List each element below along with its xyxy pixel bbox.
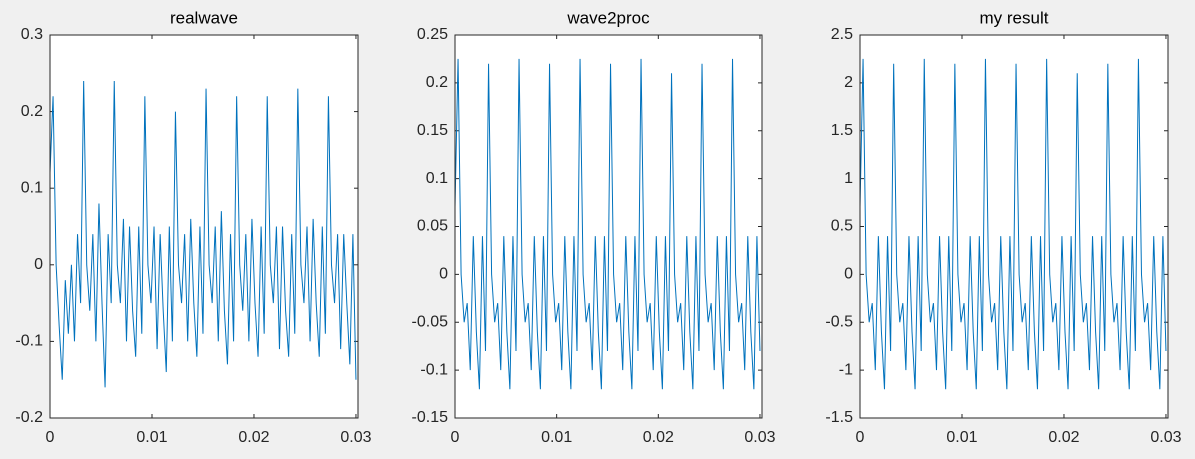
x-tick-label: 0.02: [238, 429, 269, 446]
y-tick-label: -1: [839, 361, 853, 378]
y-tick-label: 0.3: [21, 26, 43, 43]
y-tick-label: 1.5: [831, 122, 853, 139]
x-tick-label: 0: [451, 429, 460, 446]
y-tick-label: 0.2: [21, 103, 43, 120]
x-tick-label: 0.03: [340, 429, 371, 446]
axes-box: [859, 34, 1169, 419]
y-tick-label: -0.15: [412, 409, 449, 426]
y-tick-label: 0: [34, 256, 43, 273]
chart-title: my result: [980, 8, 1049, 27]
data-line: [454, 58, 761, 390]
axes-box: [454, 34, 763, 419]
y-tick-label: 1: [844, 170, 853, 187]
chart-title: wave2proc: [566, 8, 650, 27]
y-tick-label: 0.05: [417, 218, 448, 235]
y-tick-label: -0.5: [825, 313, 853, 330]
x-tick-label: 0.02: [643, 429, 674, 446]
x-tick-label: 0.01: [136, 429, 167, 446]
y-tick-label: 2: [844, 74, 853, 91]
axes-box: [49, 34, 359, 419]
data-line: [859, 58, 1167, 390]
x-tick-label: 0.01: [946, 429, 977, 446]
y-tick-label: 0: [844, 266, 853, 283]
data-line: [49, 80, 357, 388]
y-tick-label: 2.5: [831, 26, 853, 43]
y-tick-label: 0.25: [417, 26, 448, 43]
y-tick-label: -0.2: [15, 409, 43, 426]
y-tick-label: -1.5: [825, 409, 853, 426]
y-tick-label: 0.1: [21, 179, 43, 196]
y-tick-label: -0.1: [420, 361, 448, 378]
x-tick-label: 0: [46, 429, 55, 446]
x-tick-label: 0.03: [744, 429, 775, 446]
x-tick-label: 0: [856, 429, 865, 446]
y-tick-label: 0.1: [426, 170, 448, 187]
x-tick-label: 0.02: [1048, 429, 1079, 446]
y-tick-label: 0.15: [417, 122, 448, 139]
y-tick-label: 0.2: [426, 74, 448, 91]
y-tick-label: -0.05: [412, 313, 449, 330]
x-tick-label: 0.01: [541, 429, 572, 446]
chart-title: realwave: [170, 8, 238, 27]
y-tick-label: 0: [439, 266, 448, 283]
y-tick-label: -0.1: [15, 333, 43, 350]
y-tick-label: 0.5: [831, 218, 853, 235]
x-tick-label: 0.03: [1150, 429, 1181, 446]
